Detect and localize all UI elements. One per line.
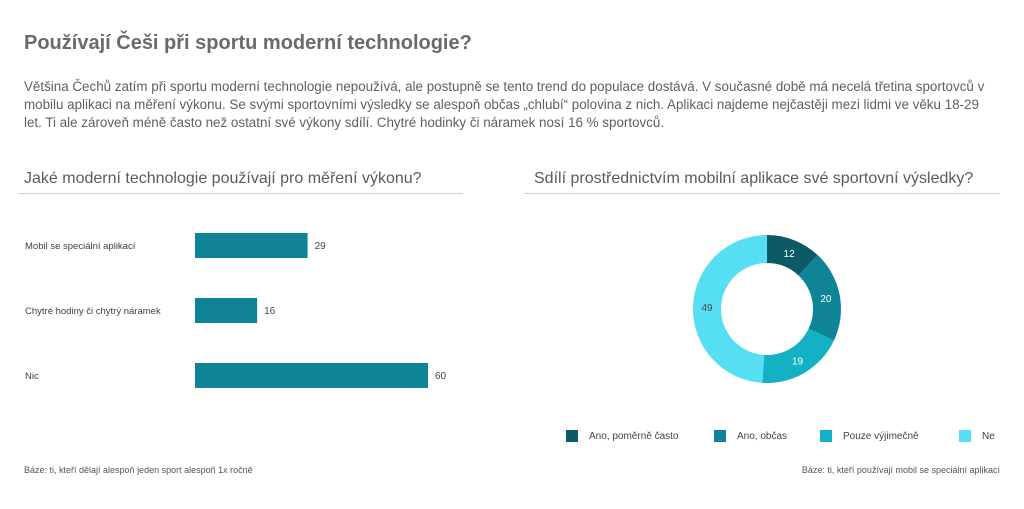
legend-item-no: Ne (959, 430, 995, 442)
donut-slice (767, 235, 818, 276)
bar-chart: Mobil se speciální aplikací 29 Chytré hodi… (25, 233, 447, 388)
legend-item-sometimes: Ano, občas (714, 430, 787, 442)
donut-value-label: 49 (701, 303, 713, 314)
legend-label: Pouze výjimečně (843, 430, 919, 442)
legend-item-rarely: Pouze výjimečně (820, 430, 919, 442)
donut-value-label: 12 (784, 249, 796, 260)
bar (195, 298, 258, 323)
right-chart-heading: Sdílí prostřednictvím mobilní aplikace s… (534, 170, 974, 187)
donut-slice (693, 235, 767, 383)
bar-value-label: 16 (264, 306, 276, 317)
legend-swatch (714, 430, 726, 442)
legend-label: Ne (982, 430, 995, 442)
left-base-note: Báze: ti, kteří dělají alespoň jeden spo… (24, 465, 253, 475)
bar (195, 363, 428, 388)
page-title: Používají Češi při sportu moderní techno… (24, 32, 472, 54)
right-divider (524, 193, 1000, 194)
right-base-note: Báze: ti, kteří používají mobil se speci… (801, 465, 1000, 475)
left-chart-heading: Jaké moderní technologie používají pro m… (24, 170, 422, 187)
legend-label: Ano, občas (737, 430, 788, 442)
donut-value-label: 20 (820, 294, 832, 305)
bar-category-label: Mobil se speciální aplikací (25, 241, 136, 252)
bar-category-label: Nic (25, 371, 39, 382)
left-divider (18, 193, 463, 194)
bar (195, 233, 308, 258)
donut-value-label: 19 (792, 357, 804, 368)
bar-category-label: Chytré hodiny či chytrý náramek (25, 306, 161, 317)
donut-slice (798, 255, 841, 341)
legend-label: Ano, poměrně často (589, 430, 679, 442)
legend-item-often: Ano, poměrně často (566, 430, 679, 442)
legend-swatch (820, 430, 832, 442)
intro-text: Většina Čechů zatím při sportu moderní t… (24, 79, 985, 130)
legend-swatch (566, 430, 578, 442)
donut-chart: 12 20 19 49 (693, 235, 841, 383)
legend-swatch (959, 430, 971, 442)
bar-value-label: 60 (435, 371, 447, 382)
donut-slice (762, 328, 834, 383)
bar-value-label: 29 (315, 241, 327, 252)
